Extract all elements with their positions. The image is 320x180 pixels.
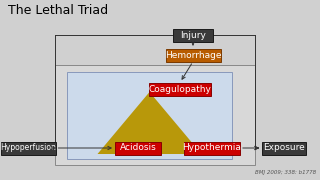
Text: Hypoperfusion: Hypoperfusion: [0, 143, 56, 152]
Text: Hypothermia: Hypothermia: [183, 143, 241, 152]
FancyBboxPatch shape: [1, 141, 55, 154]
FancyBboxPatch shape: [67, 72, 232, 159]
Polygon shape: [98, 92, 202, 154]
Text: Acidosis: Acidosis: [120, 143, 156, 152]
Text: Injury: Injury: [180, 30, 206, 39]
FancyBboxPatch shape: [262, 141, 306, 154]
Text: Coagulopathy: Coagulopathy: [148, 84, 212, 93]
FancyBboxPatch shape: [149, 82, 211, 96]
FancyBboxPatch shape: [173, 28, 213, 42]
FancyBboxPatch shape: [165, 48, 220, 62]
FancyBboxPatch shape: [55, 65, 255, 165]
FancyBboxPatch shape: [115, 141, 161, 154]
Text: The Lethal Triad: The Lethal Triad: [8, 3, 108, 17]
FancyBboxPatch shape: [184, 141, 240, 154]
Text: Hemorrhage: Hemorrhage: [165, 51, 221, 60]
Text: BMJ 2009; 338: b1778: BMJ 2009; 338: b1778: [255, 170, 316, 175]
Text: Exposure: Exposure: [263, 143, 305, 152]
